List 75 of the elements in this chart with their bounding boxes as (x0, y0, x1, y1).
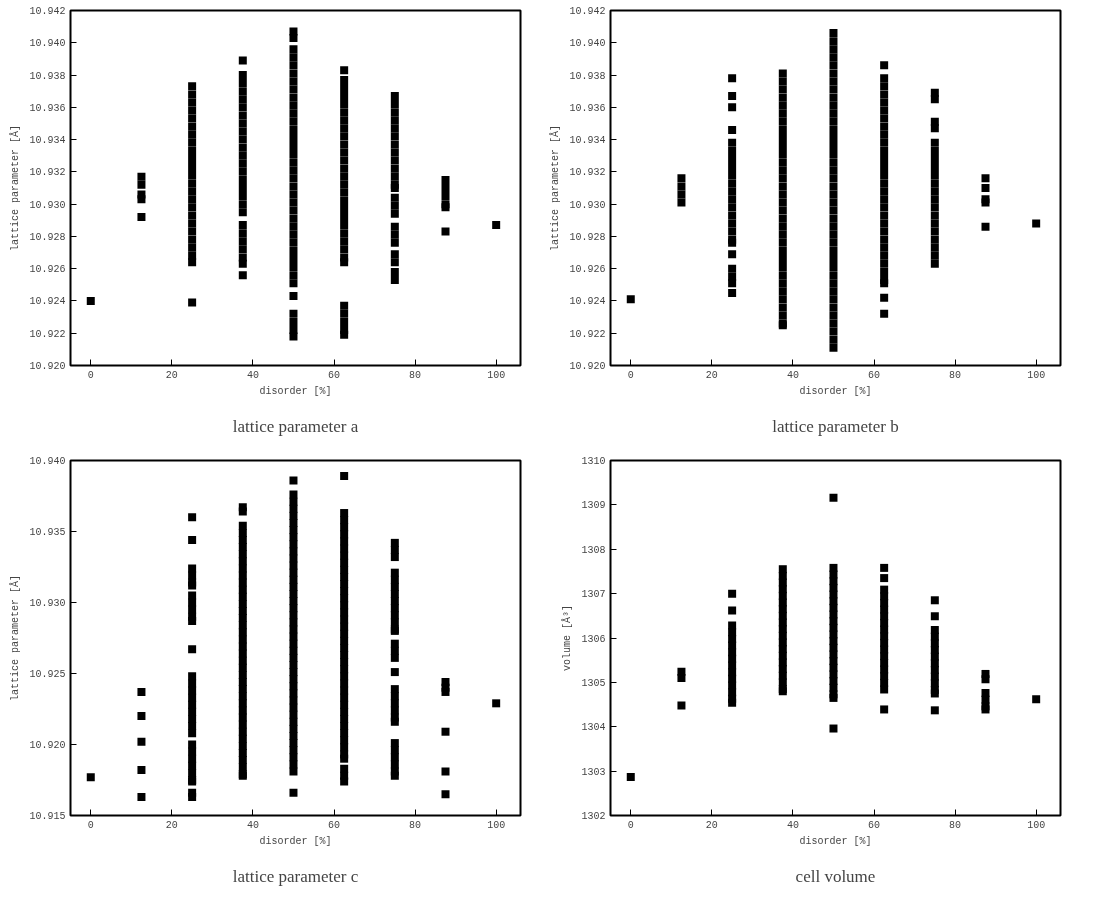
x-tick-label: 0 (627, 819, 634, 831)
x-axis-title: disorder [%] (259, 385, 332, 397)
x-tick-label: 0 (87, 369, 94, 381)
x-tick-label: 40 (246, 819, 259, 831)
x-axis-title: disorder [%] (259, 835, 332, 847)
y-tick-label: 10.930 (29, 199, 66, 211)
y-tick-label: 10.924 (569, 296, 606, 308)
y-tick-label: 10.928 (29, 231, 66, 243)
x-tick-label: 80 (409, 819, 422, 831)
text: lattice parameter c (232, 866, 359, 886)
y-tick-label: 10.922 (29, 328, 66, 340)
y-tick-label: 10.942 (29, 6, 66, 17)
x-tick-label: 40 (786, 369, 799, 381)
y-tick-label: 10.920 (29, 361, 66, 372)
y-tick-label: 10.915 (29, 811, 66, 822)
y-axis-title: volume [Å³] (561, 604, 574, 672)
y-tick-label: 1310 (581, 456, 606, 467)
y-tick-label: 10.934 (29, 135, 66, 147)
y-tick-label: 10.932 (569, 167, 606, 179)
y-tick-label: 1304 (581, 722, 606, 734)
y-tick-label: 1307 (581, 589, 606, 601)
y-tick-label: 10.920 (569, 361, 606, 372)
y-tick-label: 1305 (581, 677, 606, 689)
y-tick-label: 10.932 (29, 167, 66, 179)
y-axis-title: lattice parameter [Å] (9, 124, 22, 252)
x-tick-label: 20 (165, 819, 178, 831)
y-tick-label: 10.936 (29, 102, 66, 114)
x-tick-label: 60 (868, 819, 881, 831)
y-tick-label: 10.934 (569, 135, 606, 147)
x-tick-label: 40 (246, 369, 259, 381)
text: lattice parameter a (232, 416, 359, 436)
y-tick-label: 10.926 (29, 264, 66, 276)
y-tick-label: 10.940 (29, 456, 66, 467)
y-tick-label: 10.928 (569, 231, 606, 243)
y-axis-title: lattice parameter [Å] (9, 574, 22, 702)
x-tick-label: 100 (487, 369, 506, 381)
y-tick-label: 1309 (581, 500, 606, 512)
x-axis-title: disorder [%] (799, 835, 872, 847)
y-tick-label: 10.940 (569, 38, 606, 50)
x-tick-label: 60 (328, 369, 341, 381)
y-tick-label: 1306 (581, 633, 606, 645)
y-tick-label: 10.940 (29, 38, 66, 50)
x-tick-label: 100 (1027, 369, 1046, 381)
text: cell volume (795, 866, 876, 886)
x-tick-label: 0 (627, 369, 634, 381)
x-tick-label: 0 (87, 819, 94, 831)
x-tick-label: 20 (705, 369, 718, 381)
x-tick-label: 100 (487, 819, 506, 831)
y-tick-label: 10.930 (569, 199, 606, 211)
x-tick-label: 60 (868, 369, 881, 381)
x-tick-label: 80 (949, 819, 962, 831)
y-tick-label: 1303 (581, 766, 606, 778)
x-tick-label: 60 (328, 819, 341, 831)
y-tick-label: 10.925 (29, 669, 66, 680)
x-tick-label: 20 (705, 819, 718, 831)
x-tick-label: 80 (409, 369, 422, 381)
text: lattice parameter b (772, 416, 899, 436)
x-tick-label: 80 (949, 369, 962, 381)
y-tick-label: 10.930 (29, 598, 66, 609)
y-tick-label: 10.920 (29, 740, 66, 751)
x-axis-title: disorder [%] (799, 385, 872, 397)
y-axis-title: lattice parameter [Å] (549, 124, 562, 252)
y-tick-label: 10.926 (569, 264, 606, 276)
x-tick-label: 40 (786, 819, 799, 831)
x-tick-label: 100 (1027, 819, 1046, 831)
y-tick-label: 1308 (581, 544, 606, 556)
y-tick-label: 10.936 (569, 102, 606, 114)
y-tick-label: 1302 (581, 811, 606, 822)
y-tick-label: 10.942 (569, 6, 606, 17)
y-tick-label: 10.924 (29, 296, 66, 308)
y-tick-label: 10.935 (29, 527, 66, 538)
y-tick-label: 10.938 (29, 70, 66, 82)
x-tick-label: 20 (165, 369, 178, 381)
y-tick-label: 10.922 (569, 328, 606, 340)
y-tick-label: 10.938 (569, 70, 606, 82)
